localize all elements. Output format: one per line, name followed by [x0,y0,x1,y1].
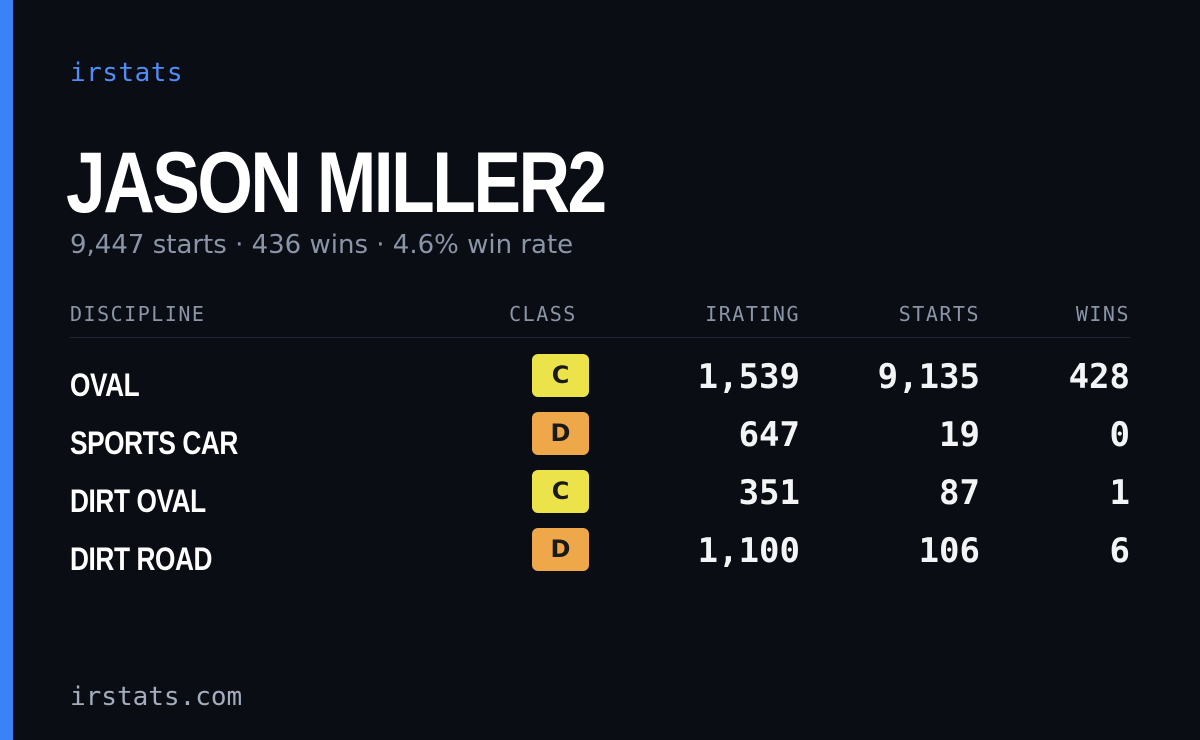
discipline-name: DIRT OVAL [70,483,206,519]
irating-value: 1,100 [697,531,800,571]
header-divider [70,337,1130,338]
page-title: JASON MILLER2 [66,135,607,231]
irating-value: 647 [738,415,800,455]
class-badge: C [532,470,589,513]
discipline-name: OVAL [70,367,140,403]
discipline-table: OVAL C 1,539 9,135 428 SPORTS CAR D 647 … [70,350,1130,582]
table-row: SPORTS CAR D 647 19 0 [70,408,1130,466]
starts-value: 87 [939,473,980,513]
wins-value: 0 [1109,415,1130,455]
accent-bar [0,0,13,740]
header-class: CLASS [509,302,577,326]
table-row: DIRT OVAL C 351 87 1 [70,466,1130,524]
starts-value: 9,135 [877,357,980,397]
irating-value: 1,539 [697,357,800,397]
discipline-name: DIRT ROAD [70,541,213,577]
header-discipline: DISCIPLINE [70,302,206,326]
irating-value: 351 [738,473,800,513]
header-starts: STARTS [898,302,980,326]
table-header: DISCIPLINE CLASS IRATING STARTS WINS [70,300,1130,328]
wins-value: 6 [1109,531,1130,571]
starts-value: 19 [939,415,980,455]
class-badge: D [532,528,589,571]
class-badge: C [532,354,589,397]
driver-summary: 9,447 starts · 436 wins · 4.6% win rate [70,230,574,260]
brand-logo[interactable]: irstats [70,58,184,88]
header-wins: WINS [1075,302,1130,326]
table-row: OVAL C 1,539 9,135 428 [70,350,1130,408]
wins-value: 1 [1109,473,1130,513]
wins-value: 428 [1068,357,1130,397]
class-badge: D [532,412,589,455]
table-row: DIRT ROAD D 1,100 106 6 [70,524,1130,582]
discipline-name: SPORTS CAR [70,425,238,461]
starts-value: 106 [918,531,980,571]
footer-link[interactable]: irstats.com [70,682,243,712]
header-irating: IRATING [705,302,800,326]
